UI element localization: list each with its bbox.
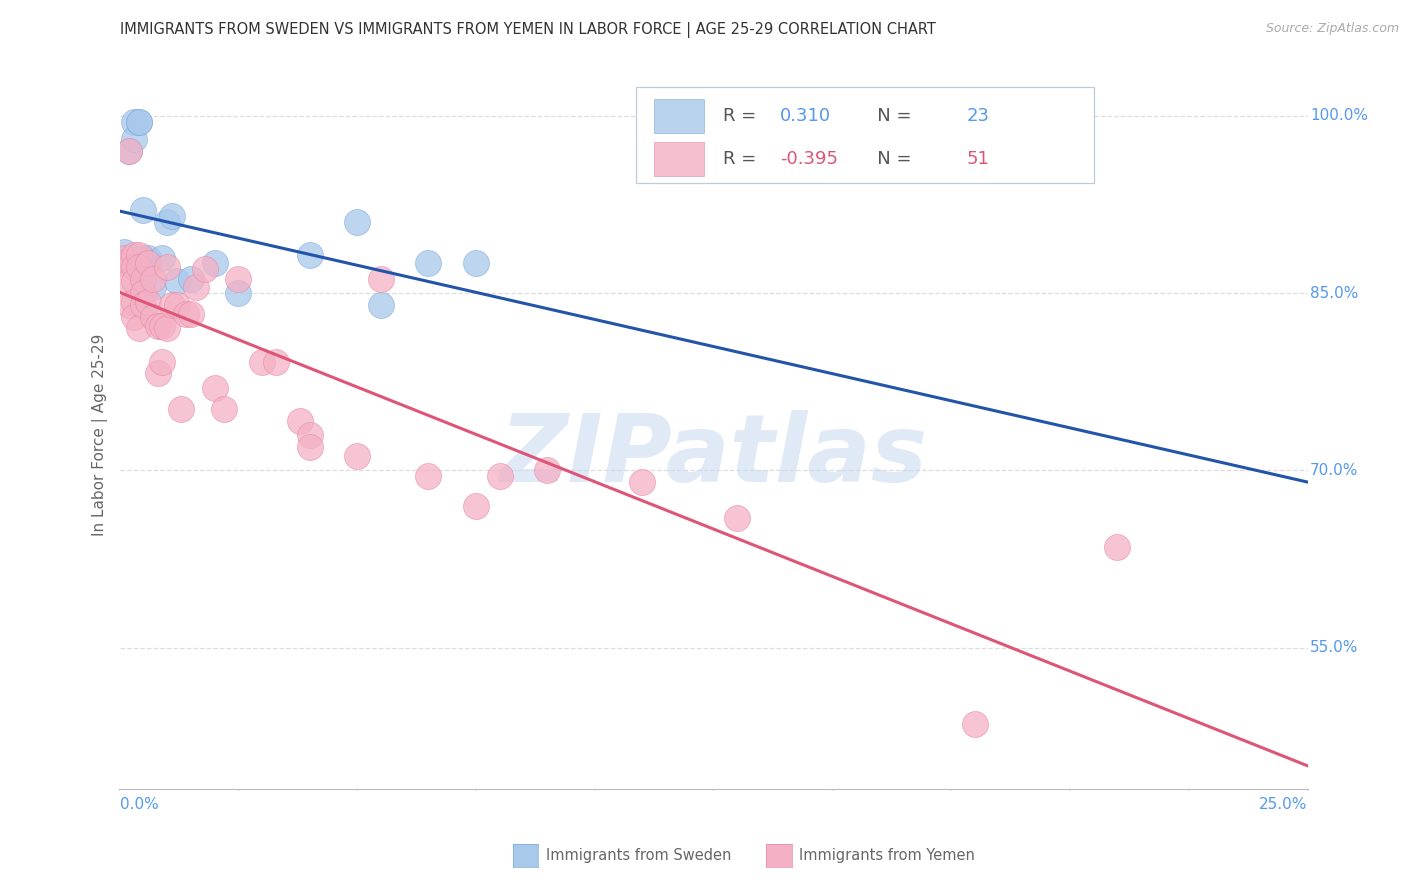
Point xyxy=(132,274,155,288)
Text: IMMIGRANTS FROM SWEDEN VS IMMIGRANTS FROM YEMEN IN LABOR FORCE | AGE 25-29 CORRE: IMMIGRANTS FROM SWEDEN VS IMMIGRANTS FRO… xyxy=(120,22,935,38)
Point xyxy=(128,114,150,128)
Text: 0.310: 0.310 xyxy=(780,107,831,125)
Point xyxy=(150,251,173,265)
Text: 23: 23 xyxy=(966,107,990,125)
Point xyxy=(156,260,179,274)
Text: 0.0%: 0.0% xyxy=(120,797,159,812)
Point xyxy=(228,272,250,286)
Text: 25.0%: 25.0% xyxy=(1260,797,1308,812)
Point xyxy=(298,428,321,442)
Point xyxy=(118,145,141,159)
Point xyxy=(128,248,150,262)
Point xyxy=(118,298,141,312)
Point xyxy=(170,401,193,416)
Point xyxy=(204,256,226,270)
Point xyxy=(250,354,273,368)
Point xyxy=(128,114,150,128)
Point xyxy=(160,209,183,223)
Point xyxy=(122,274,145,288)
Text: R =: R = xyxy=(723,107,762,125)
Point xyxy=(112,244,135,259)
Point xyxy=(204,381,226,395)
Point xyxy=(122,132,145,146)
FancyBboxPatch shape xyxy=(654,142,704,177)
Point xyxy=(132,203,155,218)
Point xyxy=(174,307,197,321)
Point xyxy=(346,215,368,229)
Point xyxy=(122,260,145,274)
Point xyxy=(298,440,321,454)
Point xyxy=(464,499,488,513)
Point xyxy=(464,256,488,270)
Point xyxy=(156,215,179,229)
Point xyxy=(122,248,145,262)
Point xyxy=(122,114,145,128)
Point xyxy=(132,251,155,265)
Point xyxy=(963,717,986,731)
Point xyxy=(122,310,145,324)
Point xyxy=(156,321,179,335)
Point xyxy=(160,298,183,312)
Point xyxy=(112,251,135,265)
Point xyxy=(194,262,217,277)
Text: Immigrants from Sweden: Immigrants from Sweden xyxy=(546,848,731,863)
Point xyxy=(298,248,321,262)
Point xyxy=(166,274,188,288)
Text: R =: R = xyxy=(723,150,762,169)
Text: 100.0%: 100.0% xyxy=(1310,108,1368,123)
Point xyxy=(725,510,748,524)
Point xyxy=(180,307,202,321)
Text: Source: ZipAtlas.com: Source: ZipAtlas.com xyxy=(1265,22,1399,36)
Point xyxy=(146,319,169,334)
Point xyxy=(128,321,150,335)
Point xyxy=(370,298,392,312)
Text: N =: N = xyxy=(859,150,917,169)
Point xyxy=(136,295,159,310)
FancyBboxPatch shape xyxy=(654,99,704,133)
Point xyxy=(1107,540,1129,554)
Point xyxy=(142,272,165,286)
Point xyxy=(132,298,155,312)
Point xyxy=(118,274,141,288)
Point xyxy=(346,449,368,463)
Point xyxy=(418,256,440,270)
Point xyxy=(288,414,311,428)
Point xyxy=(122,295,145,310)
Text: ZIPatlas: ZIPatlas xyxy=(499,410,928,502)
Text: 51: 51 xyxy=(966,150,990,169)
Text: 55.0%: 55.0% xyxy=(1310,640,1358,655)
Point xyxy=(370,272,392,286)
Point xyxy=(128,260,150,274)
Point xyxy=(536,463,558,477)
Point xyxy=(142,280,165,294)
Point xyxy=(266,354,288,368)
Point xyxy=(118,145,141,159)
Point xyxy=(150,319,173,334)
Text: 70.0%: 70.0% xyxy=(1310,463,1358,478)
Text: N =: N = xyxy=(859,107,917,125)
Point xyxy=(112,256,135,270)
Point xyxy=(166,298,188,312)
Point xyxy=(418,469,440,483)
Point xyxy=(212,401,235,416)
Y-axis label: In Labor Force | Age 25-29: In Labor Force | Age 25-29 xyxy=(93,334,108,536)
Point xyxy=(132,285,155,300)
Point xyxy=(180,272,202,286)
Text: -0.395: -0.395 xyxy=(780,150,838,169)
Point xyxy=(184,280,207,294)
Text: Immigrants from Yemen: Immigrants from Yemen xyxy=(799,848,974,863)
Point xyxy=(142,310,165,324)
Text: 85.0%: 85.0% xyxy=(1310,285,1358,301)
Point xyxy=(228,285,250,300)
FancyBboxPatch shape xyxy=(637,87,1094,183)
Point xyxy=(132,272,155,286)
Point xyxy=(136,256,159,270)
Point xyxy=(136,251,159,265)
Point xyxy=(150,354,173,368)
Point xyxy=(631,475,654,490)
Point xyxy=(146,367,169,381)
Point xyxy=(488,469,510,483)
